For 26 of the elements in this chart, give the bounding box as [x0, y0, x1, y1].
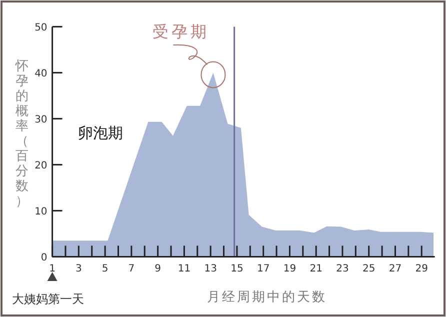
x-tick-label: 7: [128, 264, 135, 275]
x-tick-label: 29: [415, 264, 428, 275]
x-tick-label: 11: [178, 264, 191, 275]
x-tick-label: 9: [154, 264, 162, 275]
x-tick-label: 21: [310, 264, 322, 275]
text: 怀孕的概率（百分数）: [16, 59, 28, 209]
y-tick-label: 10: [34, 206, 48, 218]
x-tick-label: 23: [336, 264, 349, 275]
x-tick-label: 19: [283, 264, 296, 275]
x-tick-label: 15: [230, 264, 244, 275]
x-tick-label: 1: [49, 264, 56, 275]
y-tick-label: 40: [34, 68, 48, 80]
y-tick-label: 20: [34, 160, 48, 172]
x-tick-label: 17: [256, 264, 270, 275]
annotation: 受孕期: [152, 22, 210, 41]
x-tick-label: 27: [388, 264, 402, 275]
x-tick-label: 5: [102, 264, 108, 275]
annotation: 卵泡期: [78, 124, 123, 142]
x-tick-label: 25: [362, 264, 376, 275]
y-tick-label: 30: [34, 114, 48, 126]
x-axis-title: 月经周期中的天数: [207, 290, 327, 305]
y-tick-label: 50: [34, 22, 48, 34]
x-tick-label: 13: [204, 264, 217, 275]
x-tick-label: 3: [75, 264, 82, 275]
y-tick-label: 0: [40, 252, 48, 264]
text: 大姨妈第一天: [12, 292, 84, 306]
